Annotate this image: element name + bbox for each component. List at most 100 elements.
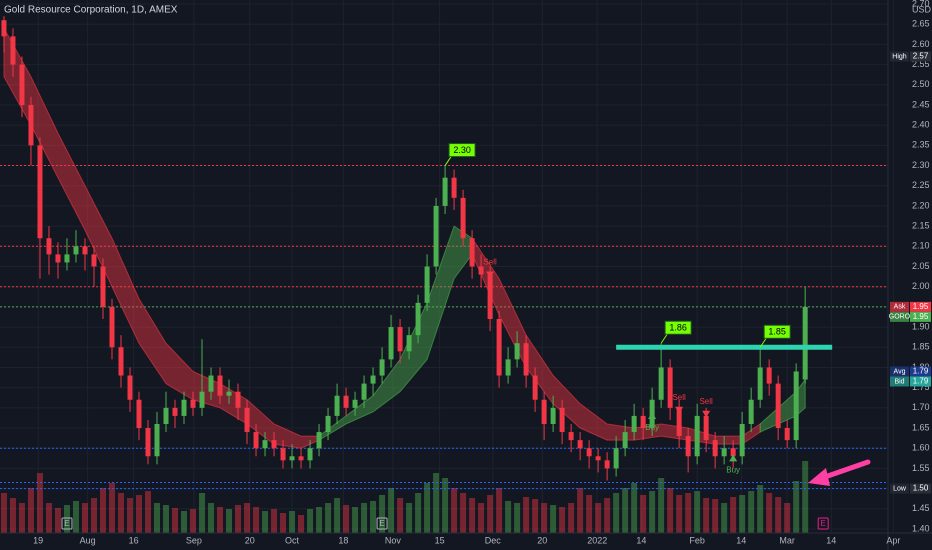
signal-arrow — [675, 406, 684, 414]
volume-bar — [63, 505, 70, 533]
volume-bar — [325, 503, 332, 533]
volume-bar — [496, 488, 503, 533]
candle-body — [127, 375, 133, 400]
x-tick-label: 14 — [826, 535, 836, 545]
price-tag-name: High — [892, 53, 907, 60]
x-tick-label: Aug — [80, 535, 96, 545]
y-tick-label: 2.20 — [912, 200, 930, 210]
ribbon-band — [759, 378, 806, 433]
price-tag-name-box — [890, 51, 909, 62]
y-tick-label: 2.60 — [912, 39, 930, 49]
candle-body — [730, 448, 736, 457]
volume-bar — [388, 488, 395, 533]
y-tick-label: 1.85 — [912, 342, 930, 352]
candle-body — [37, 145, 43, 239]
candle-body — [460, 197, 466, 239]
y-tick-label: 2.15 — [912, 220, 930, 230]
volume-bar — [757, 485, 764, 533]
price-tag-value: 1.79 — [913, 367, 929, 376]
volume-bar — [253, 507, 260, 533]
annotation-label: 1.86 — [669, 323, 687, 333]
volume-bar — [478, 503, 485, 533]
volume-bar — [226, 509, 233, 533]
volume-bar — [0, 493, 7, 533]
y-tick-label: 2.40 — [912, 120, 930, 130]
candle-body — [721, 448, 727, 457]
volume-bar — [568, 503, 575, 533]
volume-bar — [802, 461, 809, 533]
candle-body — [136, 399, 142, 429]
volume-bar — [586, 495, 593, 533]
volume-bar — [145, 491, 151, 533]
y-tick-label: 1.55 — [912, 463, 930, 473]
volume-bar — [90, 498, 97, 533]
signal-arrow — [702, 410, 711, 418]
candle-body — [613, 448, 619, 469]
price-tag-value-box — [910, 51, 931, 62]
candles-layer — [1, 16, 808, 481]
volume-bar — [685, 493, 692, 533]
x-tick-label: Mar — [779, 535, 795, 545]
volume-bar — [298, 515, 305, 533]
x-tick-label: Nov — [385, 535, 402, 545]
price-tag-name-box — [890, 301, 909, 312]
candle-body — [190, 399, 196, 408]
candle-body — [28, 104, 34, 146]
candle-body — [118, 347, 124, 376]
price-tag-name-box — [890, 376, 909, 387]
candle-body — [163, 407, 169, 424]
volume-bar — [262, 511, 269, 533]
candle-body — [316, 432, 322, 449]
candle-body — [172, 407, 178, 416]
event-label: E — [64, 519, 69, 528]
volume-bar — [181, 511, 188, 533]
volume-bar — [271, 509, 278, 533]
candle-body — [496, 318, 502, 376]
candle-body — [739, 423, 745, 457]
price-tag-name: GORO — [889, 314, 911, 321]
candle-body — [235, 391, 241, 408]
candle-body — [514, 343, 520, 360]
y-tick-label: 1.75 — [912, 382, 930, 392]
signal-label: Sell — [483, 258, 497, 267]
price-tag-value-box — [910, 483, 931, 494]
volume-bar — [784, 503, 791, 533]
candle-body — [244, 407, 250, 433]
candle-body — [406, 335, 412, 352]
volume-bar — [217, 507, 224, 533]
volume-bar — [703, 498, 710, 533]
volume-bar — [343, 505, 350, 533]
volume-bar — [631, 483, 638, 533]
signal-label: Sell — [699, 397, 713, 406]
volume-bar — [397, 498, 404, 533]
price-tag-name-box — [890, 483, 909, 494]
price-tag-value-box — [910, 376, 931, 387]
price-tag-value: 2.57 — [913, 52, 929, 61]
y-tick-label: 1.65 — [912, 422, 930, 432]
candle-body — [442, 177, 448, 206]
volume-bar — [649, 491, 656, 533]
axes: 1.401.451.501.551.601.651.701.751.801.85… — [33, 0, 931, 545]
volume-bar — [307, 509, 314, 533]
y-tick-label: 1.60 — [912, 443, 930, 453]
candle-body — [100, 266, 106, 307]
volume-bar — [244, 503, 251, 533]
volume-bar — [370, 501, 377, 533]
volume-bar — [739, 495, 746, 533]
volume-bar — [712, 499, 719, 533]
candle-body — [352, 399, 358, 408]
volume-bar — [117, 493, 124, 533]
price-tag-name: Bid — [894, 378, 904, 385]
volume-bar — [658, 478, 665, 533]
price-tag-name-box — [890, 311, 909, 322]
volume-bar — [676, 495, 683, 533]
volume-bar — [379, 495, 386, 533]
volume-bar — [154, 503, 161, 533]
x-tick-label: 2022 — [587, 535, 607, 545]
candle-body — [487, 274, 493, 319]
price-tag-value-box — [910, 366, 931, 377]
volume-bar — [514, 503, 521, 533]
event-box — [817, 517, 829, 530]
volume-bar — [424, 483, 431, 533]
